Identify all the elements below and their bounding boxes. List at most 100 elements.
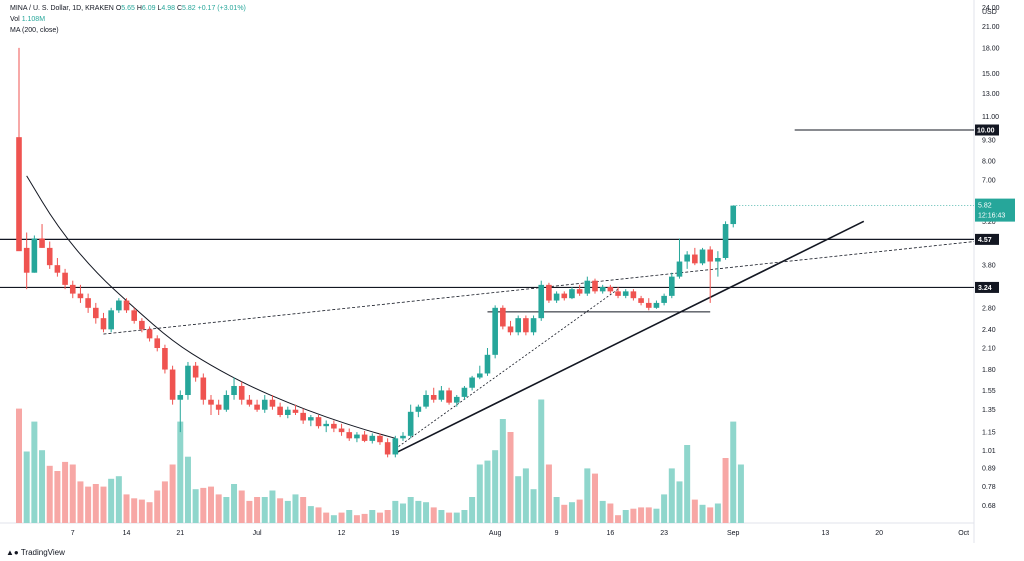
volume-bar (661, 494, 668, 523)
candle-body (308, 417, 314, 421)
volume-bar (469, 497, 476, 523)
volume-bar (200, 487, 207, 523)
y-tick-label: 8.00 (982, 159, 996, 166)
volume-bar (192, 489, 199, 523)
candle-body (46, 247, 53, 266)
y-tick-label: 1.55 (982, 388, 996, 395)
volume-bar (714, 503, 721, 523)
ohlc-open-value: 5.65 (121, 5, 135, 12)
y-tick-label: 18.00 (982, 45, 1000, 52)
candle-body (407, 411, 414, 436)
volume-bar (392, 500, 399, 523)
level-price-badge (975, 233, 999, 245)
candle-body (93, 307, 99, 319)
candle-body (638, 298, 644, 303)
candle-body (730, 205, 737, 225)
volume-bar (169, 464, 176, 523)
volume-bar (208, 486, 214, 523)
volume-bar (568, 502, 575, 523)
volume-bar (246, 500, 253, 523)
candle-body (192, 365, 199, 378)
volume-bar (115, 476, 122, 523)
volume-bar (284, 500, 291, 523)
candle-body (523, 318, 529, 333)
segment-price-badge (975, 124, 999, 136)
x-tick-label: 13 (822, 530, 830, 537)
ma-label: MA (200, close) (10, 27, 59, 34)
y-tick-label: 9.30 (982, 138, 996, 145)
volume-bar (108, 478, 115, 523)
candle-body (584, 280, 591, 294)
volume-bar (231, 484, 238, 523)
volume-bar (69, 464, 76, 523)
volume-bar (400, 503, 406, 523)
volume-bar (376, 512, 383, 523)
volume-bar (407, 497, 414, 523)
candle-body (323, 423, 329, 427)
y-tick-label: 2.40 (982, 327, 996, 334)
candle-body (438, 390, 445, 400)
volume-bar (62, 461, 69, 523)
x-tick-label: 12 (338, 530, 346, 537)
candle-body (16, 137, 22, 252)
candle-body (669, 276, 675, 296)
candle-body (154, 338, 161, 349)
volume-bar (361, 513, 368, 523)
volume-bar (54, 471, 61, 523)
candle-body (54, 265, 61, 273)
last-price-label: 5.82 (978, 203, 992, 210)
candle-body (507, 326, 514, 333)
candle-body (100, 318, 107, 330)
x-tick-label: 21 (176, 530, 184, 537)
volume-bar (423, 502, 430, 523)
volume-bar (31, 421, 38, 523)
candle-body (62, 272, 68, 285)
volume-bar (154, 490, 161, 523)
volume-bar (545, 464, 552, 523)
candle-body (599, 286, 606, 292)
y-tick-label: 0.89 (982, 465, 996, 472)
volume-bar (223, 497, 230, 523)
volume-bar (92, 484, 99, 523)
volume-bar (484, 460, 491, 523)
volume-bar (499, 419, 506, 523)
volume-bar (492, 450, 499, 523)
y-tick-label: 1.80 (982, 367, 996, 374)
candle-body (377, 435, 383, 443)
y-tick-label: 15.00 (982, 71, 1000, 78)
volume-legend: Vol 1.108M (10, 16, 45, 23)
candle-body (492, 307, 498, 355)
volume-bar (561, 504, 568, 523)
candle-body (477, 373, 483, 378)
candle-body (169, 369, 176, 400)
tradingview-brand: TradingView (20, 548, 65, 557)
candle-body (384, 442, 391, 455)
volume-bar (622, 510, 629, 523)
candle-body (269, 399, 276, 407)
candle-body (300, 412, 306, 421)
y-tick-label: 2.10 (982, 346, 996, 353)
x-tick-label: Jul (253, 530, 262, 537)
volume-bar (415, 500, 422, 523)
volume-bar (699, 504, 706, 523)
volume-bar (315, 507, 322, 523)
volume-bar (261, 497, 268, 523)
candle-body (630, 291, 637, 299)
candle-body (430, 395, 437, 400)
candle-body (346, 432, 353, 439)
y-tick-label: 2.80 (982, 305, 996, 312)
candle-body (231, 385, 237, 396)
volume-bar (292, 494, 299, 523)
volume-bar (707, 507, 714, 523)
chart-header-symbol: MINA / U. S. Dollar, 1D, KRAKEN O5.65 H6… (10, 5, 246, 12)
tradingview-footer: ▲● TradingView (6, 548, 65, 557)
x-tick-label: 16 (606, 530, 614, 537)
y-unit-label: USD (982, 9, 997, 16)
ohlc-open-label: O (115, 5, 122, 12)
candle-body (39, 238, 45, 248)
level-price-label: 3.24 (978, 285, 992, 292)
last-price-countdown: 12:16:43 (978, 213, 1005, 220)
candle-body (645, 302, 652, 308)
candle-body (484, 354, 491, 374)
